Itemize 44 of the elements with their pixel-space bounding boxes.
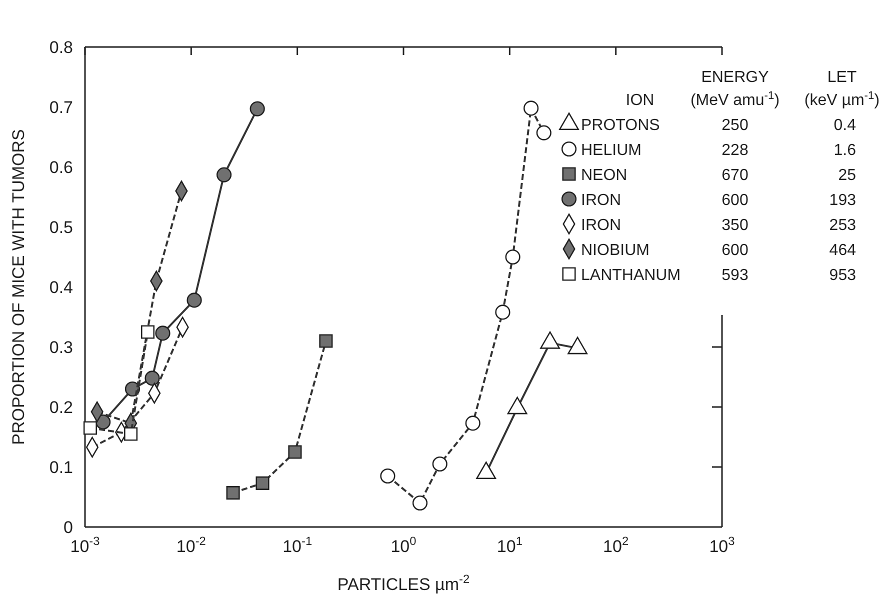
text: 25 <box>838 167 856 184</box>
x-tick-label: 10$^{-2}$ <box>176 534 206 556</box>
y-tick-label: 0.5 <box>49 218 73 237</box>
text: 0.4 <box>834 117 856 134</box>
text: 953 <box>829 267 856 284</box>
x-tick-label: 10$^{-1}$ <box>282 534 312 556</box>
legend-label: NIOBIUM <box>581 242 650 259</box>
text: LET <box>827 69 857 86</box>
legend-label: IRON <box>581 217 621 234</box>
legend-label: LANTHANUM <box>581 267 681 284</box>
legend-label: IRON <box>581 192 621 209</box>
text: 464 <box>829 242 856 259</box>
text: 193 <box>829 192 856 209</box>
y-tick-label: 0.8 <box>49 38 73 57</box>
annotation: 593 <box>722 267 748 284</box>
annotation: (MeV amu$^{-1}$) <box>690 90 780 109</box>
text: 1.6 <box>834 142 856 159</box>
annotation: 600 <box>722 192 748 209</box>
x-tick-label: 10$^{-3}$ <box>70 534 100 556</box>
y-tick-label: 0.2 <box>49 398 73 417</box>
y-axis-title: PROPORTION OF MICE WITH TUMORS <box>9 129 28 445</box>
text: 253 <box>829 217 856 234</box>
annotation: ENERGY <box>701 69 770 86</box>
y-tick-label: 0 <box>64 518 73 537</box>
x-tick-label: 10$^{1}$ <box>496 534 523 556</box>
legend-label: HELIUM <box>581 142 642 159</box>
x-tick-label: 10$^{0}$ <box>390 534 417 556</box>
annotation: 350 <box>722 217 748 234</box>
annotation: 228 <box>722 142 748 159</box>
y-tick-label: 0.3 <box>49 338 73 357</box>
y-tick-label: 0.1 <box>49 458 73 477</box>
legend-label: PROTONS <box>581 117 660 134</box>
annotation: 670 <box>722 167 748 184</box>
x-tick-label: 10$^{2}$ <box>603 534 629 556</box>
y-tick-label: 0.7 <box>49 98 73 117</box>
y-tick-label: 0.6 <box>49 158 73 177</box>
text: (keV µm$^{-1}$) <box>804 90 880 109</box>
annotation: 600 <box>722 242 748 259</box>
x-tick-label: 10$^{3}$ <box>709 534 736 556</box>
legend-label: NEON <box>581 167 628 184</box>
legend-title: ION <box>626 92 654 109</box>
x-axis-title: PARTICLES µm$^{-2}$ <box>337 572 470 594</box>
annotation: 250 <box>722 117 748 134</box>
y-tick-label: 0.4 <box>49 278 73 297</box>
